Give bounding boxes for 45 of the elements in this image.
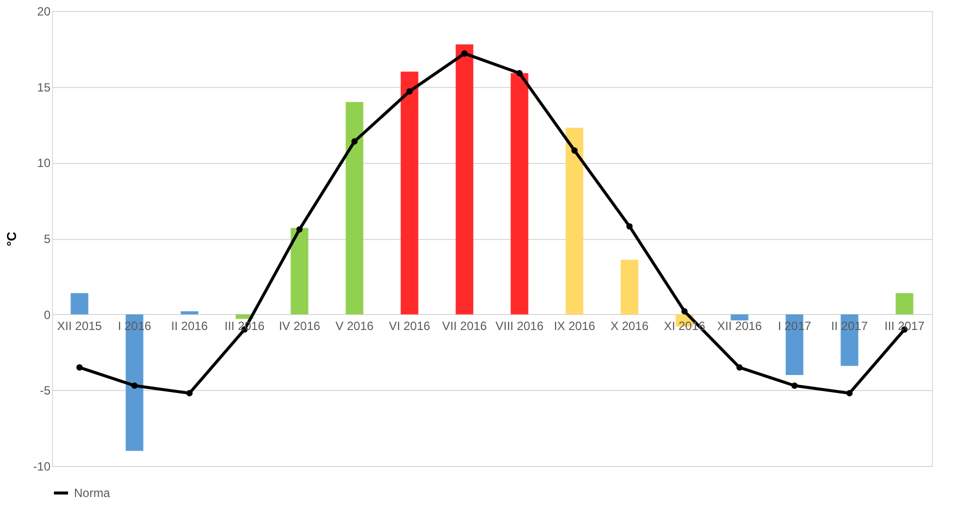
point xyxy=(461,50,468,57)
point xyxy=(76,364,83,371)
y-tick-label: -10 xyxy=(33,460,51,474)
bar xyxy=(400,72,418,314)
point xyxy=(131,382,138,389)
bar xyxy=(290,228,308,314)
y-axis-title: °C xyxy=(4,231,20,246)
legend-label: Norma xyxy=(74,486,110,500)
point xyxy=(626,223,633,230)
x-tick-label: IV 2016 xyxy=(278,318,321,333)
bar xyxy=(730,314,748,320)
x-tick-label: X 2016 xyxy=(610,318,649,333)
point xyxy=(406,88,413,95)
y-tick-label: 10 xyxy=(37,156,51,170)
point xyxy=(571,147,578,154)
bar xyxy=(456,44,474,314)
bar xyxy=(70,293,88,314)
bar xyxy=(566,128,584,314)
point xyxy=(516,70,523,76)
point xyxy=(351,138,358,145)
x-tick-label: VIII 2016 xyxy=(495,318,544,333)
point xyxy=(681,308,688,314)
bar xyxy=(896,293,914,314)
y-tick-label: -5 xyxy=(40,384,51,398)
point xyxy=(846,390,853,396)
bar xyxy=(346,102,364,314)
x-tick-label: III 2017 xyxy=(884,318,925,333)
x-tick-label: VI 2016 xyxy=(388,318,431,333)
y-tick-label: 20 xyxy=(37,4,51,18)
x-tick-label: VII 2016 xyxy=(442,318,488,333)
x-tick-label: XII 2015 xyxy=(57,318,102,333)
bar xyxy=(620,260,638,314)
x-tick-label: XII 2016 xyxy=(717,318,762,333)
y-tick-label: 5 xyxy=(44,232,51,246)
y-tick-label: 0 xyxy=(44,308,51,322)
point xyxy=(791,382,798,389)
x-tick-label: IX 2016 xyxy=(554,318,596,333)
point xyxy=(296,226,303,233)
bar xyxy=(510,73,528,314)
x-tick-label: II 2016 xyxy=(171,318,208,333)
x-tick-label: V 2016 xyxy=(335,318,374,333)
y-tick-label: 15 xyxy=(37,80,51,94)
point xyxy=(186,390,193,396)
bar xyxy=(180,311,198,314)
point xyxy=(736,364,743,371)
